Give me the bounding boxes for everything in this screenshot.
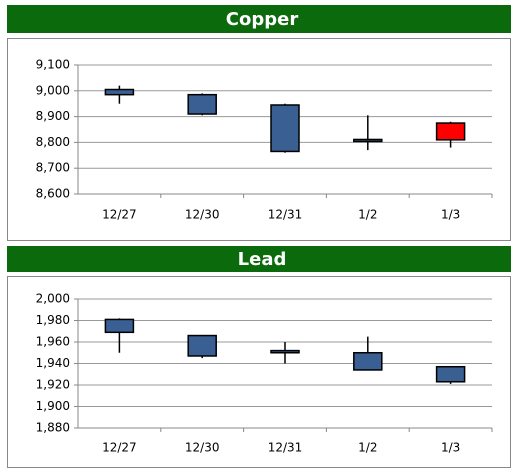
x-tick-label: 12/30 bbox=[185, 441, 220, 455]
candle-body bbox=[270, 349, 300, 354]
x-tick-label: 1/3 bbox=[441, 441, 460, 455]
chart-title: Lead bbox=[238, 249, 287, 270]
x-tick-label: 12/31 bbox=[268, 441, 303, 455]
y-tick-label: 9,000 bbox=[36, 83, 70, 97]
x-tick-label: 1/2 bbox=[358, 441, 377, 455]
candle-body bbox=[435, 122, 466, 141]
y-tick-label: 1,920 bbox=[36, 378, 70, 392]
x-tick-label: 12/27 bbox=[102, 441, 137, 455]
y-tick-label: 8,800 bbox=[36, 135, 70, 149]
y-tick-label: 1,960 bbox=[36, 335, 70, 349]
x-tick-label: 12/27 bbox=[102, 208, 137, 222]
x-tick-label: 1/2 bbox=[358, 208, 377, 222]
x-tick-label: 12/31 bbox=[268, 208, 303, 222]
chart-title: Copper bbox=[226, 9, 299, 30]
x-tick-label: 12/30 bbox=[185, 208, 220, 222]
y-tick-label: 9,100 bbox=[36, 58, 70, 72]
y-tick-label: 1,900 bbox=[36, 399, 70, 413]
candle-body bbox=[104, 88, 135, 96]
y-tick-label: 1,940 bbox=[36, 356, 70, 370]
y-tick-label: 1,980 bbox=[36, 313, 70, 327]
candle-body bbox=[353, 352, 383, 371]
y-tick-label: 8,700 bbox=[36, 161, 70, 175]
header-bar bbox=[7, 5, 511, 33]
panel bbox=[7, 276, 511, 468]
y-tick-label: 8,900 bbox=[36, 109, 70, 123]
candle-body bbox=[187, 93, 217, 115]
candle-body bbox=[270, 104, 300, 153]
x-tick-label: 1/3 bbox=[441, 208, 460, 222]
y-tick-label: 1,880 bbox=[36, 421, 70, 435]
candle-body bbox=[187, 334, 217, 357]
y-tick-label: 2,000 bbox=[36, 292, 70, 306]
candle-body bbox=[353, 138, 383, 143]
candle-body bbox=[435, 365, 466, 383]
candle-body bbox=[104, 318, 135, 334]
y-tick-label: 8,600 bbox=[36, 187, 70, 201]
panel bbox=[7, 38, 511, 241]
header-bar bbox=[7, 246, 511, 272]
